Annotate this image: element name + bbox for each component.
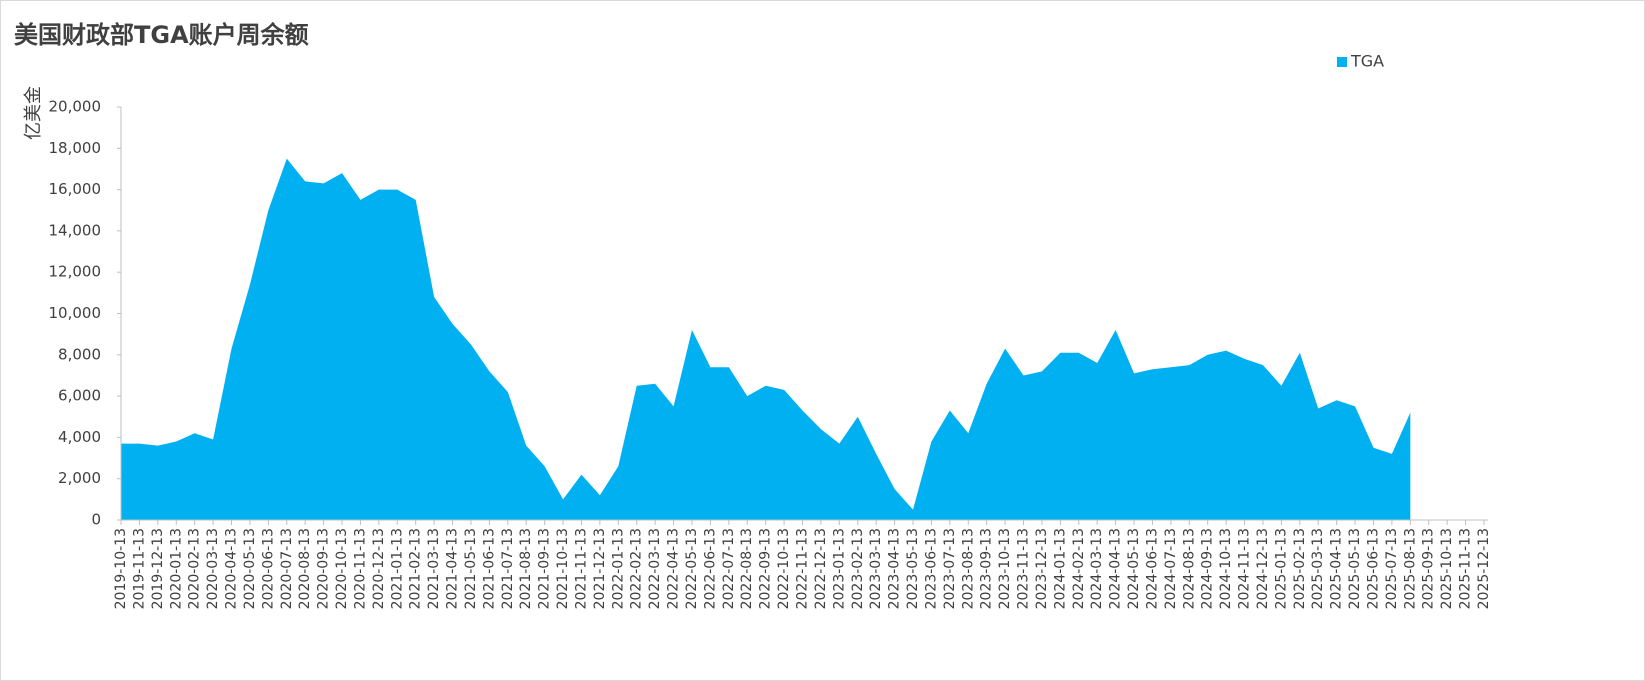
x-tick-label: 2025-01-13 [1273,528,1289,609]
y-tick-label: 10,000 [49,304,102,322]
y-tick-label: 6,000 [58,387,101,405]
x-tick-label: 2021-04-13 [445,528,461,609]
x-tick-label: 2025-12-13 [1476,528,1492,609]
x-tick-label: 2022-07-13 [721,528,737,609]
x-tick-label: 2023-10-13 [997,528,1013,609]
y-tick-label: 0 [91,511,101,529]
x-tick-label: 2023-06-13 [923,528,939,609]
x-tick-label: 2020-02-13 [187,528,203,609]
x-tick-label: 2020-05-13 [242,528,258,609]
x-tick-label: 2022-08-13 [739,528,755,609]
x-tick-label: 2022-01-13 [610,528,626,609]
x-tick-label: 2020-07-13 [279,528,295,609]
x-tick-label: 2021-02-13 [408,528,424,609]
x-tick-label: 2019-12-13 [150,528,166,609]
x-tick-label: 2024-05-13 [1126,528,1142,609]
x-tick-label: 2020-09-13 [316,528,332,609]
x-tick-label: 2023-04-13 [887,528,903,609]
y-tick-label: 18,000 [49,139,102,157]
x-tick-label: 2024-12-13 [1255,528,1271,609]
x-tick-label: 2023-01-13 [831,528,847,609]
x-tick-label: 2024-10-13 [1218,528,1234,609]
x-tick-label: 2024-02-13 [1071,528,1087,609]
x-tick-label: 2025-02-13 [1292,528,1308,609]
area [121,158,1411,520]
x-tick-label: 2025-06-13 [1365,528,1381,609]
x-tick-label: 2024-07-13 [1163,528,1179,609]
x-tick-label: 2019-11-13 [131,528,147,609]
x-tick-label: 2025-07-13 [1384,528,1400,609]
x-tick-label: 2025-10-13 [1439,528,1455,609]
x-tick-label: 2024-04-13 [1108,528,1124,609]
y-tick-label: 16,000 [49,180,102,198]
x-tick-label: 2022-04-13 [666,528,682,609]
x-tick-label: 2021-05-13 [463,528,479,609]
x-tick-label: 2025-11-13 [1458,528,1474,609]
x-tick-label: 2020-06-13 [260,528,276,609]
x-tick-label: 2022-06-13 [702,528,718,609]
legend-label: TGA [1350,52,1384,71]
x-tick-label: 2025-04-13 [1329,528,1345,609]
x-tick-label: 2020-03-13 [205,528,221,609]
x-tick-label: 2023-02-13 [850,528,866,609]
x-tick-label: 2023-03-13 [868,528,884,609]
x-tick-label: 2020-10-13 [334,528,350,609]
x-tick-label: 2022-12-13 [813,528,829,609]
x-tick-label: 2021-06-13 [481,528,497,609]
y-axis-label: 亿美金 [23,86,44,140]
x-tick-label: 2022-03-13 [647,528,663,609]
x-tick-label: 2021-11-13 [573,528,589,609]
x-tick-label: 2025-03-13 [1310,528,1326,609]
legend-swatch [1337,57,1347,67]
x-tick-label: 2020-04-13 [224,528,240,609]
x-tick-label: 2024-06-13 [1144,528,1160,609]
x-tick-label: 2021-10-13 [555,528,571,609]
x-tick-label: 2025-09-13 [1421,528,1437,609]
x-tick-label: 2022-09-13 [758,528,774,609]
x-tick-label: 2020-01-13 [168,528,184,609]
x-tick-label: 2023-08-13 [960,528,976,609]
x-tick-label: 2022-05-13 [684,528,700,609]
x-tick-label: 2021-12-13 [592,528,608,609]
x-tick-label: 2025-08-13 [1402,528,1418,609]
x-tick-label: 2019-10-13 [113,528,129,609]
x-tick-label: 2023-12-13 [1034,528,1050,609]
chart-title: 美国财政部TGA账户周余额 [14,21,309,49]
y-tick-label: 4,000 [58,428,101,446]
y-tick-label: 14,000 [49,221,102,239]
x-tick-label: 2021-08-13 [518,528,534,609]
x-tick-label: 2024-09-13 [1200,528,1216,609]
y-tick-label: 12,000 [49,263,102,281]
x-tick-label: 2024-11-13 [1237,528,1253,609]
x-tick-label: 2020-11-13 [352,528,368,609]
x-tick-label: 2021-09-13 [537,528,553,609]
x-tick-label: 2024-08-13 [1181,528,1197,609]
x-tick-label: 2024-03-13 [1089,528,1105,609]
x-tick-label: 2024-01-13 [1052,528,1068,609]
x-tick-label: 2025-05-13 [1347,528,1363,609]
x-tick-label: 2022-11-13 [795,528,811,609]
x-tick-label: 2021-03-13 [426,528,442,609]
x-tick-label: 2022-10-13 [776,528,792,609]
x-tick-label: 2022-02-13 [629,528,645,609]
x-tick-label: 2020-08-13 [297,528,313,609]
x-tick-label: 2023-09-13 [979,528,995,609]
x-tick-label: 2020-12-13 [371,528,387,609]
x-tick-label: 2023-07-13 [942,528,958,609]
x-tick-label: 2021-07-13 [500,528,516,609]
y-tick-label: 8,000 [58,345,101,363]
y-tick-label: 2,000 [58,469,101,487]
x-tick-label: 2021-01-13 [389,528,405,609]
x-tick-label: 2023-11-13 [1016,528,1032,609]
y-tick-label: 20,000 [49,98,102,116]
x-tick-label: 2023-05-13 [905,528,921,609]
